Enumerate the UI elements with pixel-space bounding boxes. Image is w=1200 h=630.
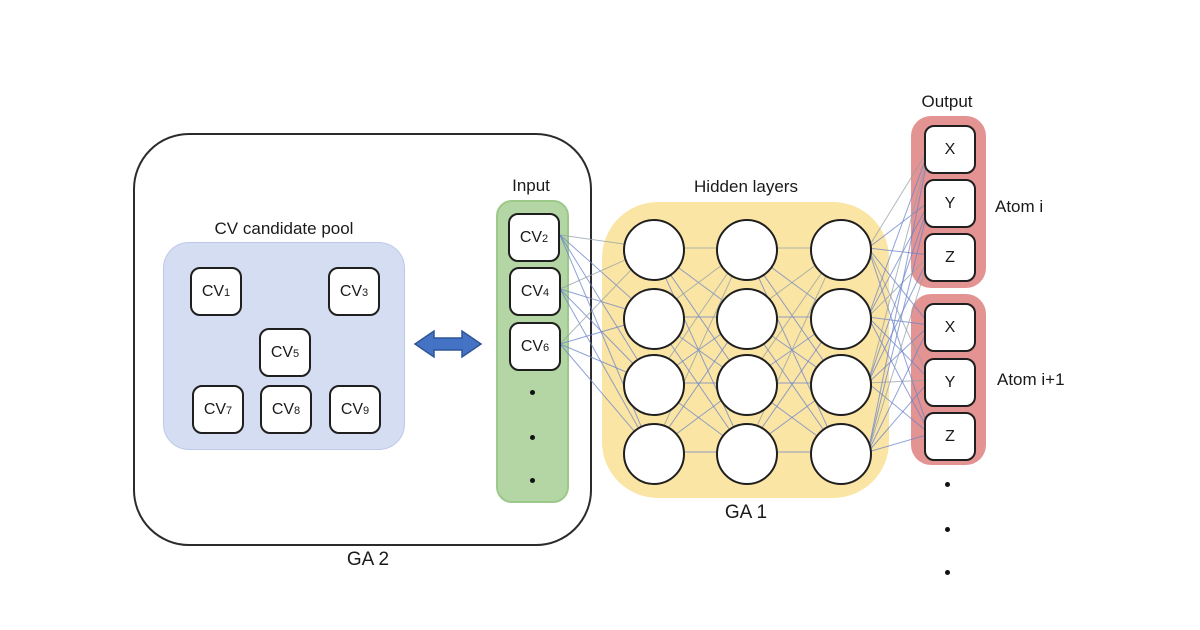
cv-node-5: CV 5 [259,328,311,377]
hidden-neuron [716,219,778,281]
input-node-cv6: CV 6 [509,322,561,371]
cv-node-8: CV 8 [260,385,312,434]
hidden-neuron [810,288,872,350]
hidden-neuron [716,354,778,416]
hidden-neuron [623,423,685,485]
ellipsis-dot [945,527,950,532]
hidden-neuron [716,288,778,350]
cv-node-9: CV 9 [329,385,381,434]
hidden-neuron [716,423,778,485]
output-node-y-atom-i: Y [924,179,976,228]
output-node-z-atom-i: Z [924,233,976,282]
ellipsis-dot [945,570,950,575]
ellipsis-dot [530,390,535,395]
hidden-neuron [810,354,872,416]
ga1-label: GA 1 [724,502,768,523]
hidden-neuron [810,219,872,281]
hidden-neuron [623,288,685,350]
input-node-cv2: CV 2 [508,213,560,262]
output-title: Output [921,92,973,111]
atom-i-label: Atom i [995,197,1044,216]
ellipsis-dot [945,482,950,487]
atom-i1-label: Atom i+1 [997,370,1065,389]
output-node-x-atom-i1: X [924,303,976,352]
hidden-neuron [623,219,685,281]
cv-node-3: CV 3 [328,267,380,316]
output-node-z-atom-i1: Z [924,412,976,461]
output-node-y-atom-i1: Y [924,358,976,407]
hidden-neuron [810,423,872,485]
pool-title: CV candidate pool [214,219,354,238]
ellipsis-dot [530,478,535,483]
ellipsis-dot [530,435,535,440]
cv-node-7: CV 7 [192,385,244,434]
hidden-neuron [623,354,685,416]
cv-node-1: CV 1 [190,267,242,316]
input-title: Input [512,176,550,195]
ga2-label: GA 2 [346,549,390,570]
hidden-title: Hidden layers [694,177,798,196]
input-node-cv4: CV 4 [509,267,561,316]
output-node-x-atom-i: X [924,125,976,174]
